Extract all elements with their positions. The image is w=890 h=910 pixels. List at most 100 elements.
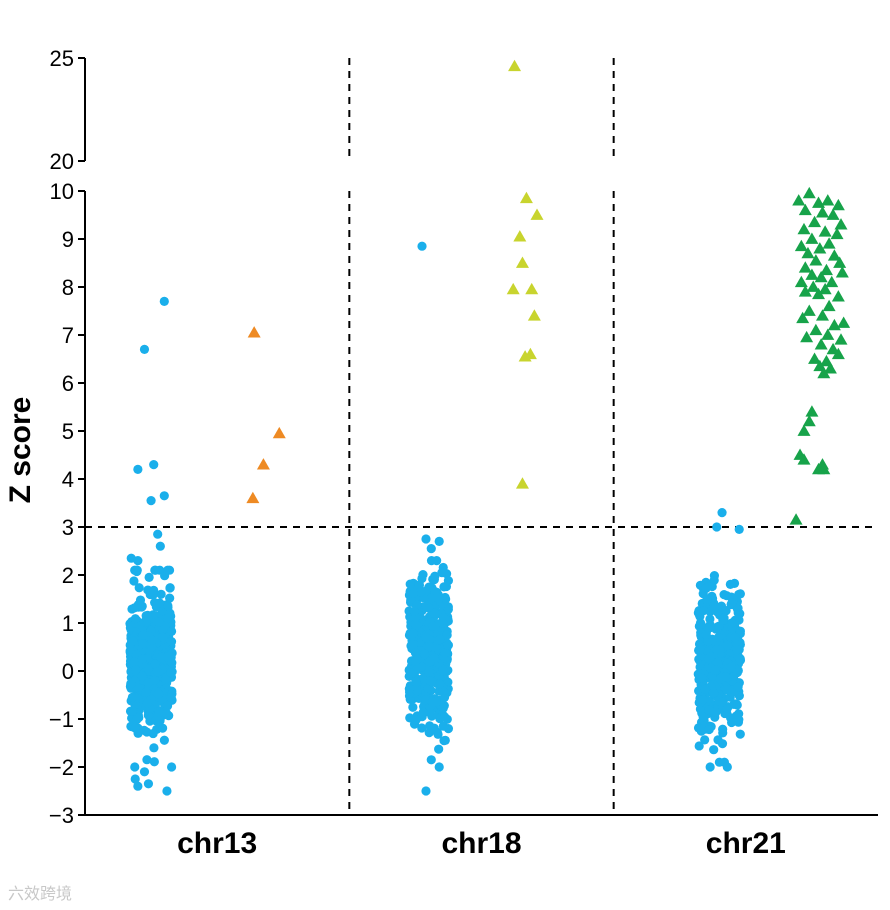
data-point-circle bbox=[416, 587, 426, 597]
data-point-circle bbox=[427, 697, 437, 707]
data-point-triangle bbox=[518, 350, 532, 362]
data-point-triangle bbox=[806, 280, 820, 292]
data-point-circle bbox=[150, 659, 160, 669]
data-point-circle bbox=[730, 632, 740, 643]
data-point-triangle bbox=[798, 261, 812, 273]
data-point-circle bbox=[154, 617, 164, 627]
watermark-text: 六效跨境 bbox=[8, 884, 73, 903]
data-point-circle bbox=[726, 717, 737, 728]
y-tick-label: −3 bbox=[49, 803, 74, 828]
data-point-circle bbox=[718, 728, 728, 738]
data-point-triangle bbox=[821, 328, 835, 340]
data-point-triangle bbox=[519, 191, 533, 204]
data-point-circle bbox=[152, 667, 163, 677]
data-point-triangle bbox=[834, 333, 848, 345]
data-point-circle bbox=[717, 507, 727, 518]
data-point-triangle bbox=[792, 194, 806, 206]
data-point-circle bbox=[165, 593, 175, 603]
data-point-circle bbox=[705, 652, 715, 662]
data-point-circle bbox=[720, 672, 731, 682]
data-point-triangle bbox=[830, 227, 844, 240]
data-point-triangle bbox=[823, 362, 837, 374]
data-point-circle bbox=[426, 755, 436, 765]
data-point-triangle bbox=[247, 326, 261, 338]
x-category-label: chr13 bbox=[177, 827, 257, 860]
data-point-circle bbox=[417, 723, 427, 733]
data-point-circle bbox=[438, 703, 448, 713]
x-category-label: chr21 bbox=[706, 827, 786, 860]
data-point-circle bbox=[722, 685, 732, 695]
data-point-triangle bbox=[802, 186, 816, 199]
y-tick-label: 20 bbox=[50, 149, 74, 174]
data-point-triangle bbox=[818, 225, 832, 237]
data-point-circle bbox=[423, 684, 433, 694]
data-point-circle bbox=[411, 620, 421, 630]
data-point-triangle bbox=[831, 290, 845, 302]
data-point-circle bbox=[698, 694, 708, 705]
data-point-circle bbox=[430, 571, 440, 581]
data-point-circle bbox=[439, 582, 449, 592]
data-point-circle bbox=[132, 565, 142, 575]
data-point-triangle bbox=[797, 424, 811, 436]
data-point-circle bbox=[153, 689, 164, 699]
data-point-triangle bbox=[815, 206, 829, 218]
data-point-circle bbox=[717, 697, 727, 707]
y-tick-label: 7 bbox=[62, 323, 74, 348]
data-point-circle bbox=[735, 729, 745, 739]
data-point-triangle bbox=[831, 347, 845, 360]
data-point-triangle bbox=[825, 275, 839, 288]
y-tick-label: 6 bbox=[62, 371, 74, 396]
data-point-circle bbox=[162, 701, 173, 711]
y-tick-label: 3 bbox=[62, 515, 74, 540]
data-point-triangle bbox=[789, 513, 803, 525]
data-point-circle bbox=[732, 604, 743, 614]
data-point-circle bbox=[714, 632, 724, 642]
data-point-circle bbox=[723, 640, 733, 651]
data-point-circle bbox=[443, 604, 453, 614]
data-point-circle bbox=[153, 529, 163, 539]
data-point-triangle bbox=[812, 287, 826, 300]
data-point-circle bbox=[166, 762, 177, 772]
data-point-circle bbox=[139, 344, 150, 354]
data-point-triangle bbox=[831, 198, 845, 211]
data-point-circle bbox=[730, 699, 740, 709]
data-point-circle bbox=[700, 735, 710, 745]
data-point-circle bbox=[138, 630, 148, 640]
data-point-circle bbox=[409, 606, 419, 616]
data-point-circle bbox=[440, 648, 450, 658]
data-point-triangle bbox=[798, 285, 812, 297]
data-point-circle bbox=[709, 575, 719, 585]
data-point-circle bbox=[708, 688, 719, 698]
data-point-circle bbox=[424, 641, 434, 652]
data-point-triangle bbox=[794, 275, 808, 288]
data-point-circle bbox=[149, 743, 159, 753]
data-point-circle bbox=[428, 621, 438, 631]
data-point-circle bbox=[135, 595, 146, 605]
data-point-triangle bbox=[809, 254, 823, 266]
data-point-circle bbox=[130, 762, 140, 772]
data-point-circle bbox=[698, 606, 709, 616]
data-point-circle bbox=[162, 786, 172, 796]
data-point-circle bbox=[130, 614, 140, 624]
data-point-triangle bbox=[834, 218, 848, 230]
data-point-circle bbox=[159, 735, 169, 745]
data-point-circle bbox=[131, 715, 142, 725]
data-point-circle bbox=[405, 579, 415, 589]
data-point-triangle bbox=[809, 323, 823, 336]
data-point-triangle bbox=[837, 316, 851, 328]
axes bbox=[78, 57, 878, 816]
data-point-circle bbox=[128, 636, 138, 646]
data-point-triangle bbox=[525, 282, 539, 295]
data-point-circle bbox=[701, 583, 711, 593]
data-point-circle bbox=[438, 618, 448, 628]
data-point-circle bbox=[713, 622, 723, 632]
data-point-circle bbox=[722, 704, 732, 714]
data-point-circle bbox=[704, 724, 714, 735]
data-point-triangle bbox=[814, 338, 828, 350]
data-point-circle bbox=[131, 665, 141, 675]
data-point-triangle bbox=[833, 256, 847, 268]
data-point-circle bbox=[417, 241, 427, 251]
data-point-triangle bbox=[822, 237, 836, 249]
data-point-circle bbox=[725, 579, 735, 590]
data-point-circle bbox=[161, 708, 172, 718]
